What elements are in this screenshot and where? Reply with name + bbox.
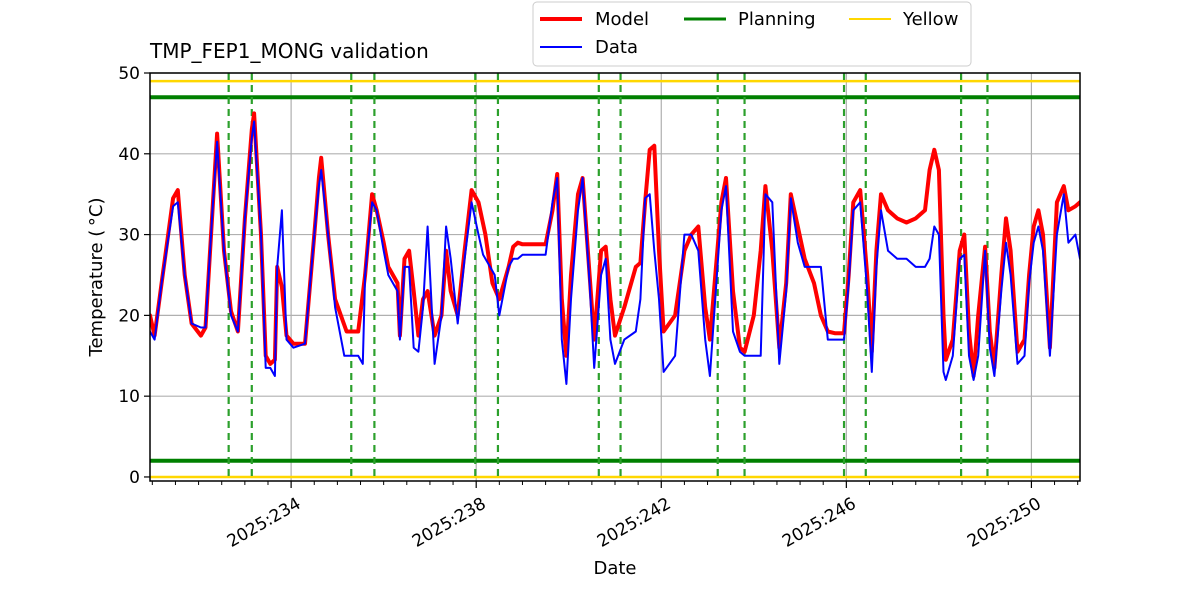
grid <box>150 72 1080 481</box>
y-tick-label: 10 <box>118 387 140 407</box>
legend-model-label: Model <box>595 9 649 30</box>
y-tick-label: 20 <box>118 306 140 326</box>
legend-planning-label: Planning <box>738 9 816 30</box>
series-lines <box>150 111 1080 385</box>
data-series-line <box>150 120 1080 385</box>
y-tick-label: 0 <box>129 468 140 488</box>
y-axis-label: Temperature ( °C) <box>86 198 107 358</box>
y-tick-label: 40 <box>118 145 140 165</box>
legend-yellow-label: Yellow <box>902 9 958 30</box>
limit-lines <box>150 79 1080 479</box>
chart-title: TMP_FEP1_MONG validation <box>149 39 429 63</box>
y-tick-label: 50 <box>118 64 140 84</box>
y-axis: 0 10 20 30 40 50 <box>118 64 150 488</box>
legend-data-label: Data <box>595 37 638 58</box>
y-tick-label: 30 <box>118 226 140 246</box>
x-axis-label: Date <box>593 558 636 579</box>
legend: Model Planning Yellow Data <box>532 1 972 67</box>
